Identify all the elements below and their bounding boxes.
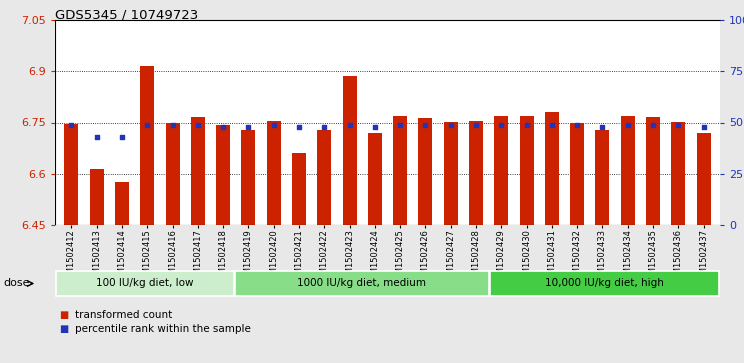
Bar [545,112,559,225]
Point [167,122,179,127]
Bar [318,130,331,225]
Point [673,122,684,127]
Point [293,124,305,130]
FancyBboxPatch shape [490,271,719,296]
Text: ■: ■ [59,324,68,334]
Point [394,122,406,127]
Text: 1000 IU/kg diet, medium: 1000 IU/kg diet, medium [298,278,426,289]
Bar [519,117,533,225]
Bar [671,122,685,225]
Bar [343,76,356,225]
Bar [65,124,78,225]
Point [496,122,507,127]
Point [141,122,153,127]
Text: 100 IU/kg diet, low: 100 IU/kg diet, low [96,278,193,289]
Text: percentile rank within the sample: percentile rank within the sample [75,324,251,334]
Point [571,122,583,127]
FancyBboxPatch shape [234,271,490,296]
Bar [494,116,508,225]
Bar [115,182,129,225]
Bar [368,133,382,225]
Bar [191,117,205,225]
Point [597,124,609,130]
Bar [696,133,711,225]
Point [521,122,533,127]
Point [698,124,710,130]
Bar [141,66,154,225]
Bar [570,123,584,225]
Bar [620,116,635,225]
Point [116,134,128,140]
Point [647,122,659,127]
Bar [292,153,306,225]
Bar [418,118,432,225]
Bar [393,116,407,225]
Point [622,122,634,127]
Bar [166,123,179,225]
Point [420,122,432,127]
Point [470,122,482,127]
Bar [90,169,103,225]
Point [445,122,457,127]
Point [369,124,381,130]
Bar [595,130,609,225]
Point [318,124,330,130]
Bar [242,130,255,225]
Point [217,124,229,130]
Point [65,122,77,127]
Bar [646,117,660,225]
Point [344,122,356,127]
Point [546,122,558,127]
Point [91,134,103,140]
Point [268,122,280,127]
Bar [217,125,230,225]
Point [192,122,204,127]
Text: GDS5345 / 10749723: GDS5345 / 10749723 [55,8,198,21]
Text: dose: dose [4,278,31,289]
Bar [469,121,483,225]
Text: transformed count: transformed count [75,310,173,320]
Text: 10,000 IU/kg diet, high: 10,000 IU/kg diet, high [545,278,664,289]
Bar [443,122,458,225]
Bar [267,121,280,225]
FancyBboxPatch shape [56,271,234,296]
Point [243,124,254,130]
Text: ■: ■ [59,310,68,320]
